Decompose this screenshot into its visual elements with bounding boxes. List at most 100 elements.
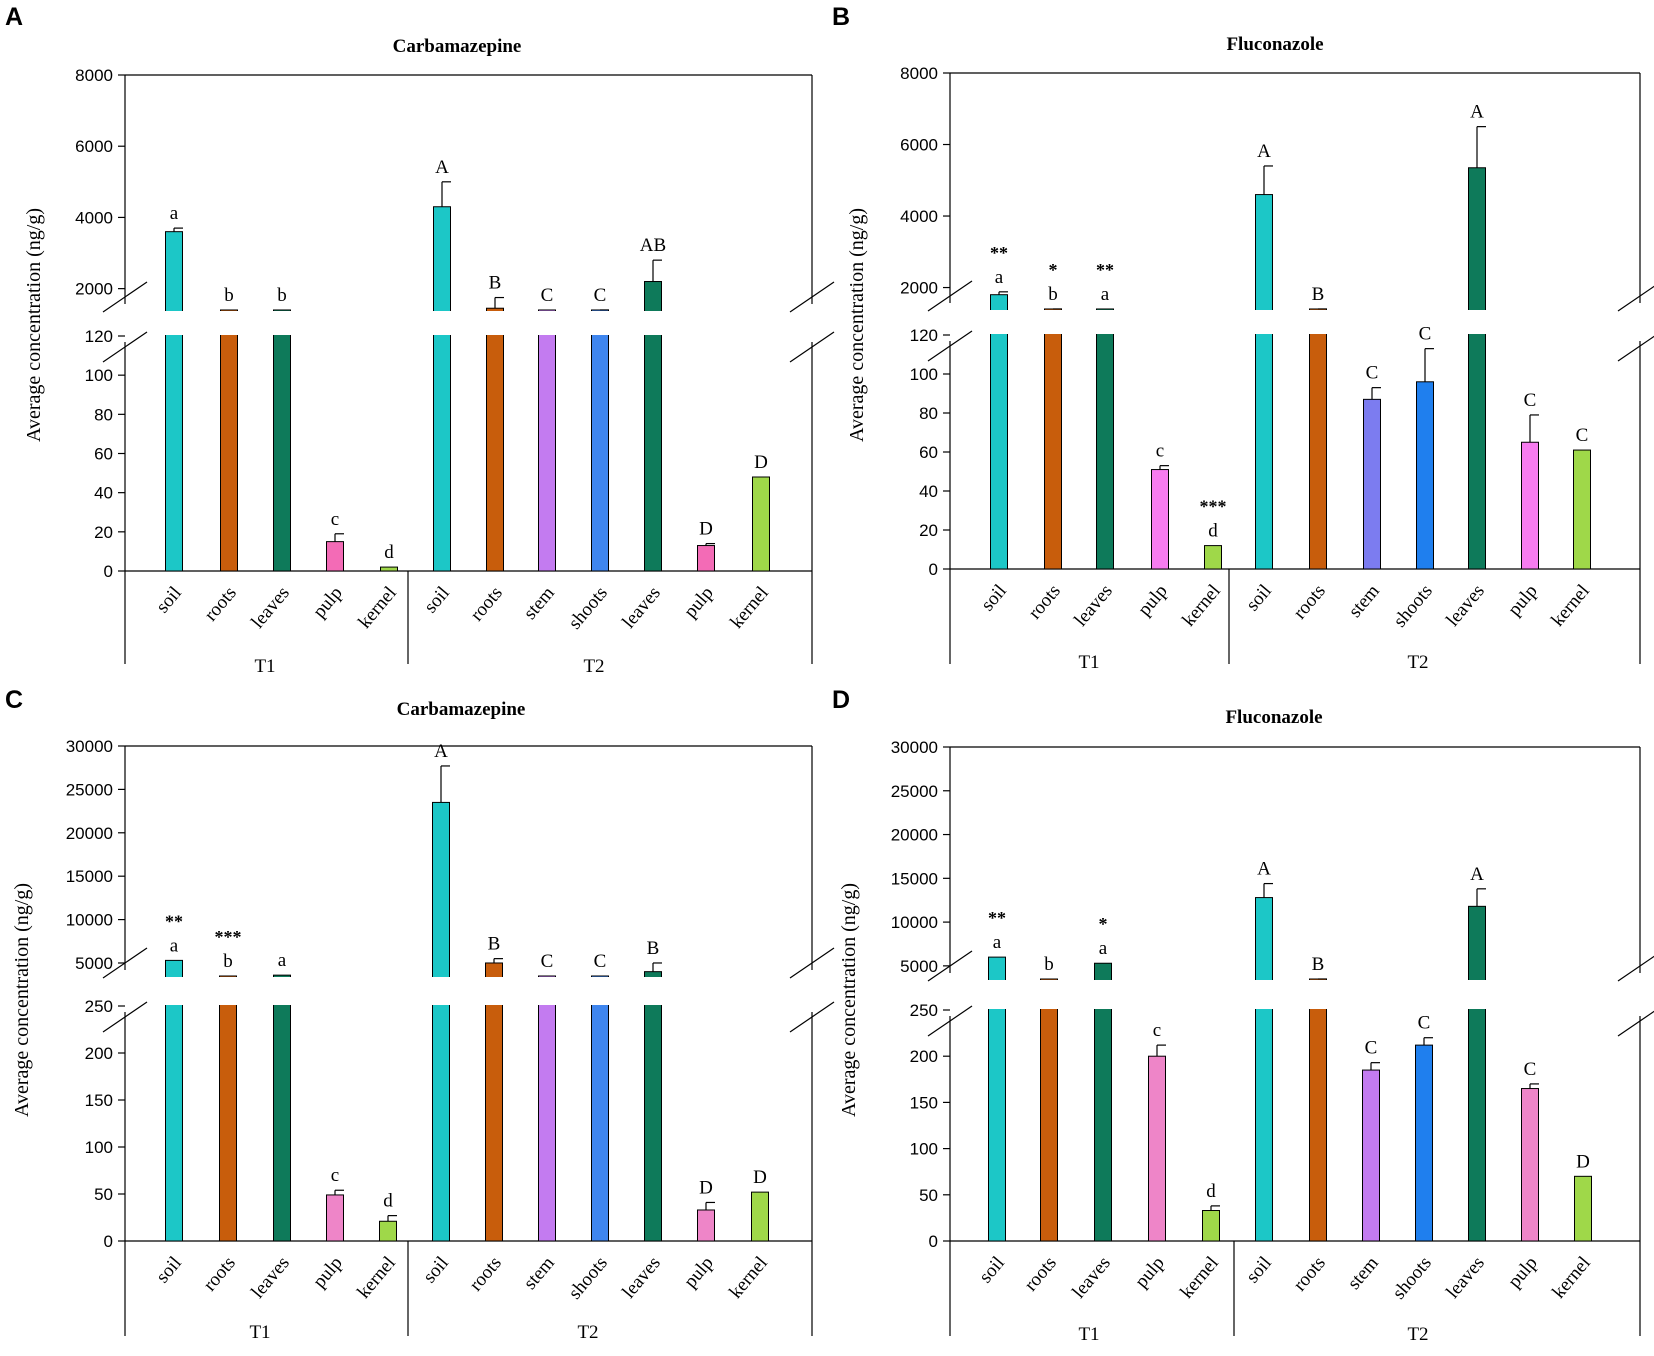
panel-c-bar [165,959,183,1242]
panel-d-bar [1255,897,1273,1242]
panel-a-break-mark [789,331,835,363]
panel-d-significance-stars: ** [988,908,1006,928]
panel-c-ytick-label: 50 [94,1185,113,1204]
panel-b-significance-letter: C [1524,390,1537,411]
panel-c-bar [273,974,291,1242]
panel-c-bar [219,975,237,1242]
panel-b-significance-letter: C [1419,324,1432,345]
panel-d-x-tick-label: soil [975,1253,1009,1288]
panel-d-bar-break-gap [1306,980,1330,1009]
panel-b-bar [1416,381,1434,570]
panel-a-bar [538,309,556,572]
panel-c-ytick-label: 15000 [66,867,113,886]
panel-a-bar [752,476,770,572]
panel-b-significance-stars: * [1049,260,1058,280]
panel-d-ytick-label: 200 [910,1047,938,1066]
panel-b-bar-break-gap [1306,310,1330,334]
panel-a-bar [433,206,451,572]
panel-b-significance-letter: A [1257,141,1271,162]
panel-a-letter: A [5,3,23,31]
panel-b-x-tick-label: kernel [1178,581,1225,631]
panel-c-bar [379,1220,397,1242]
panel-d-break-mark [1617,1010,1654,1037]
panel-c-x-tick-label: kernel [353,1253,400,1303]
panel-b-x-tick-label: stem [1345,581,1384,622]
panel-c-x-tick-label: soil [152,1253,186,1288]
panel-b-ytick-label: 100 [910,365,938,384]
panel-c-group-label: T2 [577,1322,598,1343]
panel-c-bar-break-gap [641,977,665,1005]
panel-b-bar [1573,449,1591,570]
panel-a-x-tick-label: stem [520,583,559,624]
panel-b-significance-letter: c [1156,441,1164,462]
panel-a-x-tick-label: roots [466,583,507,626]
panel-a-x-tick-label: soil [420,583,454,618]
panel-c-ytick-label: 30000 [66,737,113,756]
panel-d-bar-break-gap [985,980,1009,1009]
panel-d-significance-letter: C [1524,1059,1537,1080]
panel-b-bar [1309,308,1327,570]
panel-b-significance-letter: C [1366,363,1379,384]
panel-b-ytick-label: 8000 [900,64,938,83]
panel-c-ytick-label: 250 [85,997,113,1016]
panel-a-ytick-label: 6000 [75,137,113,156]
panel-b-ytick-label: 4000 [900,207,938,226]
panel-b-ytick-label: 120 [910,326,938,345]
panel-d-ytick-label: 20000 [891,826,938,845]
panel-c-bar-break-gap [429,977,453,1005]
panel-b-x-tick-label: soil [977,581,1011,616]
panel-d-x-tick-label: soil [1242,1253,1276,1288]
panel-d-x-tick-label: shoots [1389,1253,1436,1304]
panel-b-group-label: T1 [1078,652,1099,673]
panel-d-x-tick-label: stem [1344,1253,1383,1294]
panel-d-significance-letter: d [1206,1181,1216,1202]
panel-c-significance-stars: *** [215,927,242,947]
panel-d-bar [1468,905,1486,1242]
panel-b-x-tick-label: roots [1024,581,1065,624]
panel-d-ytick-label: 10000 [891,913,938,932]
panel-d-significance-letter: a [993,932,1002,953]
panel-d-significance-letter: b [1044,954,1054,975]
panel-d-x-tick-label: pulp [1131,1253,1169,1292]
panel-d-bar [1362,1069,1380,1242]
panel-a-ytick-label: 80 [94,405,113,424]
panel-c-significance-letter: C [594,951,607,972]
panel-a-bar-break-gap [588,311,612,335]
panel-a-bar [165,231,183,572]
panel-d-significance-letter: C [1365,1038,1378,1059]
panel-c-letter: C [5,686,23,714]
panel-a-bar [486,307,504,572]
panel-a-x-tick-label: leaves [247,583,294,633]
panel-d-group-label: T2 [1407,1324,1428,1345]
panel-d-significance-letter: A [1257,859,1271,880]
panel-a-bar-break-gap [641,311,665,335]
panel-a-significance-letter: d [384,542,394,563]
panel-c-bar-break-gap [482,977,506,1005]
panel-c-significance-letter: A [434,741,448,762]
panel-c-ytick-label: 200 [85,1044,113,1063]
panel-c-x-tick-label: leaves [618,1253,665,1303]
panel-b-significance-stars: ** [1096,260,1114,280]
panel-a-x-tick-label: roots [200,583,241,626]
panel-c-significance-letter: D [699,1177,713,1198]
panel-b-bar-break-gap [987,310,1011,334]
panel-d-bar-break-gap [1252,980,1276,1009]
panel-a-ytick-label: 120 [85,327,113,346]
panel-a-bar [220,309,238,572]
panel-b-break-mark [927,330,973,362]
panel-a-significance-letter: B [489,273,502,294]
panel-b-ytick-label: 0 [929,560,938,579]
panel-a-group-label: T2 [583,656,604,677]
panel-d-significance-letter: A [1470,864,1484,885]
panel-c-x-tick-label: roots [199,1253,240,1296]
panel-a-bar-break-gap [162,311,186,335]
panel-b-significance-letter: d [1208,521,1218,542]
panel-a-bar-break-gap [217,311,241,335]
panel-b-significance-letter: a [995,267,1004,288]
panel-d-significance-letter: C [1418,1013,1431,1034]
panel-b-significance-letter: b [1048,284,1058,305]
panel-b-ytick-label: 60 [919,443,938,462]
panel-b-break-mark [927,280,973,312]
panel-d-x-tick-label: pulp [1504,1253,1542,1292]
panel-a-ytick-label: 40 [94,484,113,503]
